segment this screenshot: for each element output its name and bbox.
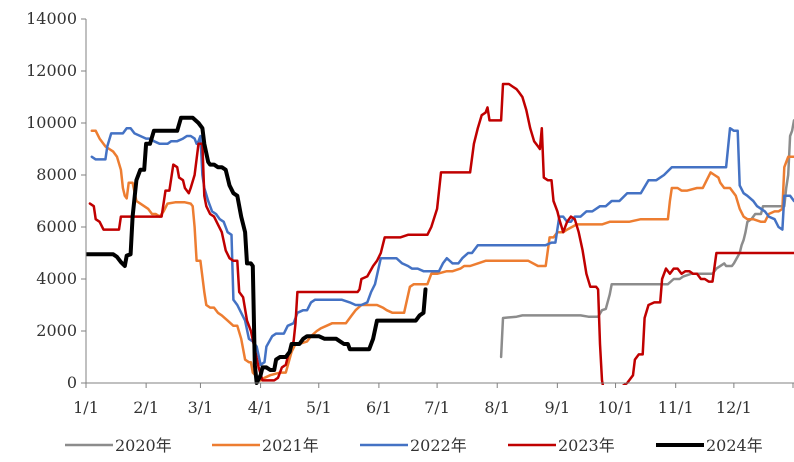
legend-label: 2024年	[706, 436, 763, 455]
series-line-3	[90, 126, 794, 367]
x-tick-label: 10/1	[598, 398, 634, 417]
series-line-2	[90, 129, 794, 382]
x-tick-label: 8/1	[484, 398, 510, 417]
x-tick-label: 4/1	[248, 398, 274, 417]
y-tick-label: 6000	[36, 217, 77, 236]
x-tick-label: 3/1	[188, 398, 214, 417]
x-tick-label: 5/1	[306, 398, 332, 417]
x-tick-label: 12/1	[716, 398, 752, 417]
y-tick-label: 14000	[26, 9, 77, 28]
y-tick-label: 12000	[26, 61, 77, 80]
y-tick-label: 2000	[36, 321, 77, 340]
series-line-4	[88, 82, 794, 385]
x-tick-label: 6/1	[366, 398, 392, 417]
y-tick-label: 0	[67, 373, 77, 392]
x-tick-label: 7/1	[424, 398, 450, 417]
x-tick-label: 11/1	[658, 398, 694, 417]
x-tick-label: 2/1	[133, 398, 159, 417]
y-tick-label: 8000	[36, 165, 77, 184]
x-tick-label: 9/1	[544, 398, 570, 417]
x-axis: 1/1 2/1 3/1 4/1 5/1 6/1 7/1 8/1 9/1 10/1 11/1 12/1	[73, 382, 794, 417]
legend-label: 2022年	[410, 436, 467, 455]
legend-label: 2021年	[262, 436, 319, 455]
legend-label: 2023年	[558, 436, 615, 455]
legend: 2020年 2021年 2022年 2023年 2024年	[65, 436, 763, 455]
y-axis: 0 2000 4000 6000 8000 10000 12000 14000	[26, 9, 87, 392]
y-tick-label: 4000	[36, 269, 77, 288]
legend-label: 2020年	[115, 436, 172, 455]
series-line-1	[499, 119, 794, 359]
x-tick-label: 1/1	[73, 398, 99, 417]
series-line-5	[86, 115, 428, 385]
y-tick-label: 10000	[26, 113, 77, 132]
plot-lines	[86, 82, 794, 385]
